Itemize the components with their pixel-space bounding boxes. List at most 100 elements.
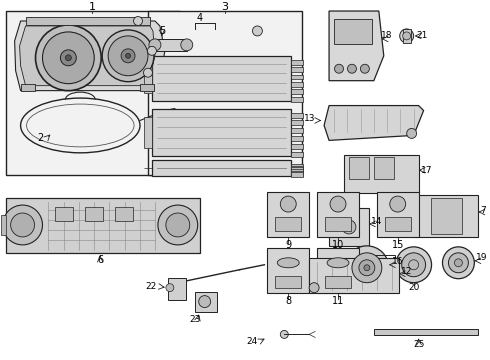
- Circle shape: [396, 247, 432, 283]
- Bar: [6, 198, 200, 253]
- Circle shape: [147, 46, 156, 55]
- Bar: [291, 113, 303, 117]
- Bar: [85, 207, 103, 221]
- Text: 13: 13: [304, 114, 315, 123]
- Bar: [152, 160, 291, 176]
- Circle shape: [166, 284, 174, 292]
- Bar: [403, 29, 411, 43]
- Bar: [144, 117, 152, 148]
- Circle shape: [342, 220, 356, 234]
- Text: 24: 24: [247, 337, 258, 346]
- Circle shape: [280, 330, 288, 338]
- Circle shape: [439, 208, 454, 224]
- Circle shape: [280, 196, 296, 212]
- Bar: [339, 255, 395, 281]
- Text: 9: 9: [285, 240, 292, 250]
- Bar: [140, 84, 154, 91]
- Circle shape: [2, 205, 43, 245]
- Bar: [25, 17, 150, 25]
- Circle shape: [390, 196, 406, 212]
- Bar: [152, 109, 291, 156]
- Text: 21: 21: [416, 31, 428, 40]
- Circle shape: [134, 17, 143, 26]
- Circle shape: [364, 265, 370, 271]
- Bar: [155, 39, 187, 51]
- Bar: [344, 155, 418, 193]
- Bar: [291, 144, 303, 149]
- Bar: [291, 82, 303, 87]
- Ellipse shape: [327, 258, 349, 268]
- Bar: [6, 11, 180, 175]
- Bar: [195, 292, 217, 311]
- Bar: [0, 215, 6, 235]
- Bar: [325, 276, 351, 288]
- Circle shape: [347, 64, 356, 73]
- Circle shape: [402, 253, 426, 277]
- Circle shape: [345, 246, 389, 290]
- Ellipse shape: [277, 258, 299, 268]
- Text: 1: 1: [89, 2, 96, 12]
- Bar: [291, 96, 303, 102]
- Bar: [268, 192, 309, 237]
- Bar: [317, 192, 359, 237]
- Bar: [291, 166, 303, 171]
- Circle shape: [359, 260, 375, 276]
- Bar: [325, 217, 351, 231]
- Bar: [291, 129, 303, 134]
- Bar: [291, 169, 303, 174]
- Circle shape: [199, 296, 211, 307]
- Bar: [275, 217, 301, 231]
- Bar: [377, 192, 418, 237]
- Bar: [431, 198, 463, 234]
- Text: 7: 7: [480, 206, 486, 215]
- Text: 11: 11: [332, 296, 344, 306]
- Bar: [291, 75, 303, 80]
- Circle shape: [125, 53, 130, 58]
- Bar: [21, 84, 34, 91]
- Bar: [291, 136, 303, 141]
- Circle shape: [330, 196, 346, 212]
- Text: 5: 5: [159, 26, 165, 36]
- Circle shape: [65, 55, 72, 61]
- Text: 16: 16: [392, 257, 403, 266]
- Text: 17: 17: [420, 166, 432, 175]
- Polygon shape: [20, 26, 155, 86]
- Text: 25: 25: [413, 340, 424, 349]
- Bar: [291, 167, 303, 172]
- Circle shape: [378, 162, 390, 174]
- Bar: [291, 121, 303, 126]
- Polygon shape: [15, 21, 165, 91]
- Circle shape: [181, 39, 193, 51]
- Circle shape: [60, 50, 76, 66]
- Bar: [329, 208, 369, 246]
- Bar: [275, 276, 301, 288]
- Bar: [55, 207, 74, 221]
- Polygon shape: [329, 11, 384, 81]
- Bar: [374, 329, 478, 336]
- Circle shape: [403, 32, 411, 40]
- Bar: [414, 195, 478, 237]
- Bar: [291, 171, 303, 176]
- Bar: [291, 89, 303, 94]
- Bar: [168, 278, 186, 300]
- Text: 22: 22: [146, 282, 157, 291]
- Circle shape: [309, 283, 319, 293]
- Circle shape: [102, 30, 154, 82]
- Text: 4: 4: [196, 13, 203, 23]
- Bar: [291, 152, 303, 157]
- Circle shape: [352, 253, 382, 283]
- Circle shape: [158, 205, 197, 245]
- Bar: [334, 19, 372, 44]
- Bar: [268, 248, 309, 293]
- Circle shape: [454, 259, 463, 267]
- Text: 2: 2: [37, 134, 44, 143]
- Circle shape: [35, 25, 101, 91]
- Bar: [309, 258, 399, 293]
- Text: 12: 12: [401, 267, 412, 276]
- Bar: [317, 248, 359, 293]
- Circle shape: [252, 26, 262, 36]
- Text: 18: 18: [381, 31, 392, 40]
- Text: 10: 10: [332, 240, 344, 250]
- Polygon shape: [324, 105, 423, 140]
- Circle shape: [144, 68, 152, 77]
